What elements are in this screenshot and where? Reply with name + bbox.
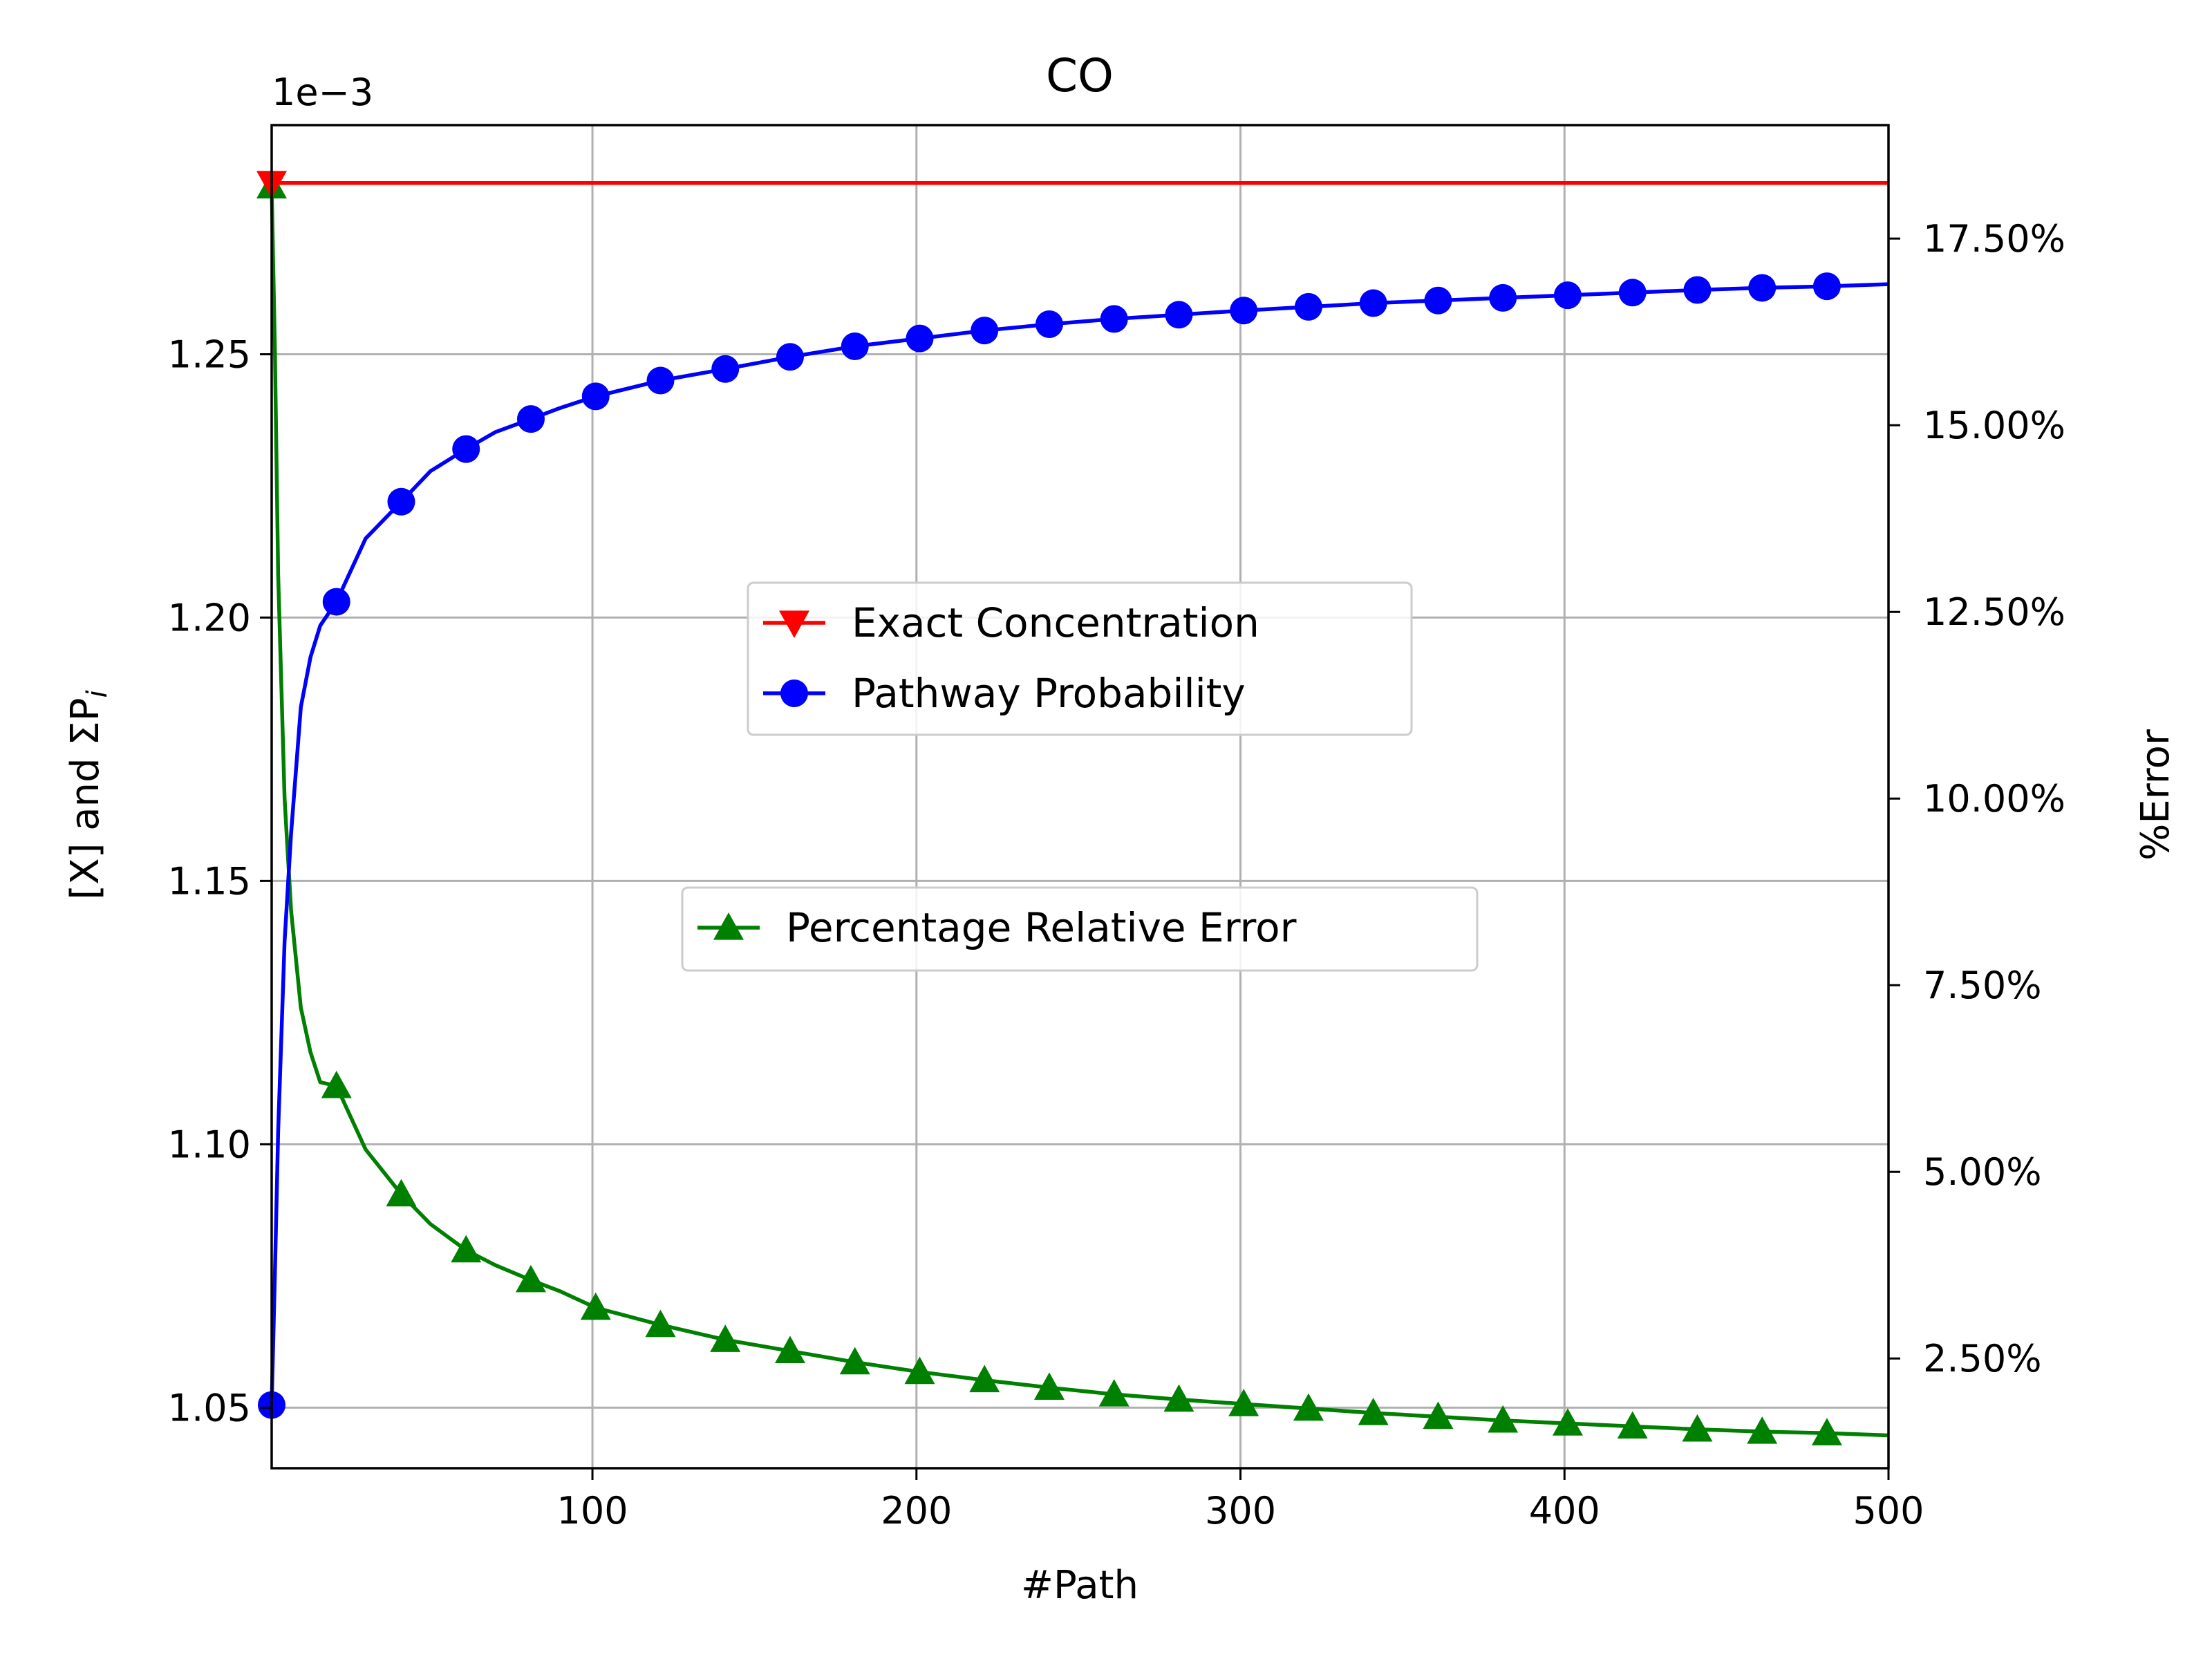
grid-layer xyxy=(272,125,1890,1468)
data-point-percentage-relative-error xyxy=(904,1356,935,1385)
legend-upper: Exact Concentration Pathway Probability xyxy=(747,581,1413,736)
data-point-pathway-probability xyxy=(1553,281,1582,310)
data-point-percentage-relative-error xyxy=(1552,1408,1583,1436)
data-point-pathway-probability xyxy=(1165,301,1193,329)
data-point-pathway-probability xyxy=(1618,279,1647,307)
data-point-percentage-relative-error xyxy=(1682,1414,1713,1442)
x-tick-label: 300 xyxy=(1205,1489,1276,1533)
legend-entry-label: Percentage Relative Error xyxy=(786,904,1297,951)
y2-axis-title: %Error xyxy=(2133,729,2178,861)
legend-center: Percentage Relative Error xyxy=(681,886,1479,972)
data-point-percentage-relative-error xyxy=(1423,1401,1454,1430)
data-point-percentage-relative-error xyxy=(321,1071,352,1098)
legend-entry-label: Pathway Probability xyxy=(852,670,1246,717)
data-point-percentage-relative-error xyxy=(710,1324,741,1352)
y-tick-label: 1.10 xyxy=(168,1123,251,1166)
y-axis-title-main: [X] and ΣP xyxy=(63,697,108,899)
data-point-pathway-probability xyxy=(1359,289,1387,317)
data-point-pathway-probability xyxy=(581,382,610,411)
series-line-percentage-relative-error xyxy=(270,186,1888,1438)
data-point-percentage-relative-error xyxy=(1293,1393,1324,1421)
data-point-percentage-relative-error xyxy=(969,1365,1000,1393)
data-point-pathway-probability xyxy=(387,487,415,516)
series-layer xyxy=(256,171,1888,1445)
data-point-percentage-relative-error xyxy=(386,1179,417,1207)
data-point-percentage-relative-error xyxy=(1163,1384,1194,1412)
data-point-pathway-probability xyxy=(776,343,804,371)
y2-tick-label: 7.50% xyxy=(1923,964,2042,1007)
axis-layer: 100 200 300 400 500 1.05 1.10 1.15 1.20 1.25 2.50%… xyxy=(168,217,2065,1533)
data-point-pathway-probability xyxy=(1748,274,1777,302)
plot-frame xyxy=(270,124,1890,1470)
legend-swatch-marker xyxy=(779,610,809,638)
data-point-pathway-probability xyxy=(1294,292,1322,321)
y-tick-label: 1.15 xyxy=(168,859,251,903)
legend-upper-frame xyxy=(747,581,1413,736)
data-point-percentage-relative-error xyxy=(1098,1379,1130,1407)
data-point-pathway-probability xyxy=(906,324,934,353)
y-axis-title-subscript: i xyxy=(82,690,113,697)
y2-tick-label: 15.00% xyxy=(1923,404,2065,447)
y-tick-label: 1.20 xyxy=(168,596,251,639)
data-point-pathway-probability xyxy=(1035,310,1063,339)
legend-swatch-marker xyxy=(780,679,808,707)
y2-tick-label: 2.50% xyxy=(1923,1337,2042,1380)
y-offset-label: 1e−3 xyxy=(272,71,373,114)
data-point-pathway-probability xyxy=(1230,297,1258,325)
data-point-percentage-relative-error xyxy=(1358,1398,1389,1425)
data-point-percentage-relative-error xyxy=(1033,1372,1065,1400)
data-point-pathway-probability xyxy=(1812,272,1841,301)
data-point-pathway-probability xyxy=(841,332,869,361)
data-point-pathway-probability xyxy=(1100,305,1128,333)
legend-entry-label: Exact Concentration xyxy=(852,599,1259,646)
data-point-pathway-probability xyxy=(516,405,545,433)
data-point-percentage-relative-error xyxy=(515,1264,546,1293)
x-tick-label: 100 xyxy=(557,1489,628,1533)
series-pathway-probability xyxy=(258,272,1888,1419)
data-point-percentage-relative-error xyxy=(1617,1411,1648,1439)
x-tick-label: 400 xyxy=(1529,1489,1600,1533)
x-tick-label: 200 xyxy=(881,1489,952,1533)
y-tick-label: 1.05 xyxy=(168,1386,251,1430)
legend-center-frame xyxy=(681,886,1479,972)
data-point-pathway-probability xyxy=(971,317,999,345)
data-point-pathway-probability xyxy=(1424,286,1452,315)
y-tick-label: 1.25 xyxy=(168,332,251,376)
data-point-pathway-probability xyxy=(452,435,480,463)
legend-layer: Exact Concentration Pathway Probability Pe… xyxy=(681,581,1479,972)
y-axis-title: [X] and ΣPi xyxy=(63,690,113,899)
data-point-percentage-relative-error xyxy=(774,1335,805,1364)
data-point-pathway-probability xyxy=(711,355,740,383)
data-point-percentage-relative-error xyxy=(1488,1405,1519,1433)
data-point-percentage-relative-error xyxy=(580,1292,611,1320)
y2-tick-label: 5.00% xyxy=(1923,1150,2042,1194)
data-point-pathway-probability xyxy=(1683,276,1712,304)
data-point-percentage-relative-error xyxy=(1811,1418,1842,1445)
y2-tick-label: 12.50% xyxy=(1923,590,2065,634)
x-axis-title: #Path xyxy=(1021,1563,1138,1608)
y2-tick-label: 10.00% xyxy=(1923,777,2065,821)
data-point-pathway-probability xyxy=(1489,283,1517,312)
chart-title: CO xyxy=(1046,49,1114,102)
data-point-pathway-probability xyxy=(322,588,350,616)
data-point-pathway-probability xyxy=(646,366,675,395)
data-point-percentage-relative-error xyxy=(645,1309,676,1338)
series-percentage-relative-error xyxy=(256,171,1888,1445)
data-point-percentage-relative-error xyxy=(451,1235,482,1263)
series-line-pathway-probability xyxy=(270,282,1888,1405)
series-exact-concentration xyxy=(256,171,1888,198)
legend-swatch-marker xyxy=(713,912,744,940)
x-tick-label: 500 xyxy=(1853,1489,1924,1533)
y2-tick-label: 17.50% xyxy=(1923,217,2065,261)
data-point-percentage-relative-error xyxy=(839,1347,870,1375)
data-point-percentage-relative-error xyxy=(1747,1416,1778,1444)
data-point-percentage-relative-error xyxy=(1228,1389,1259,1416)
